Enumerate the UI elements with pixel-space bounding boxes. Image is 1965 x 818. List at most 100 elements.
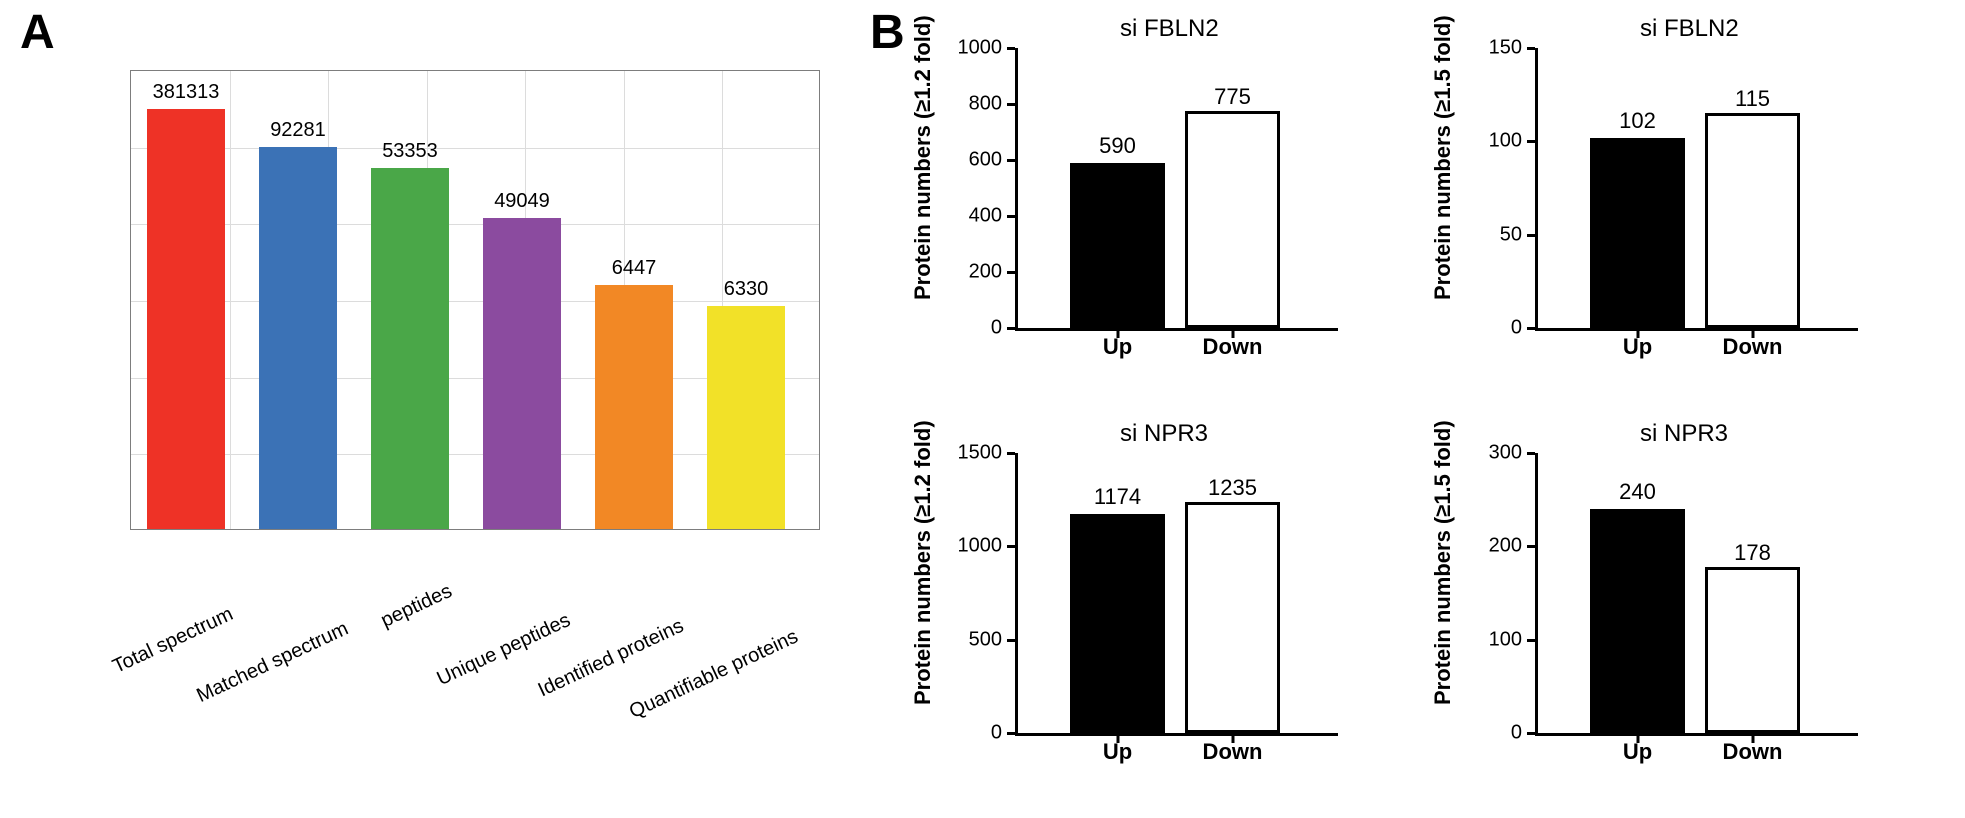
- y-tick: [1527, 452, 1535, 455]
- x-tick: [1636, 328, 1639, 338]
- y-tick-label: 400: [969, 205, 1002, 228]
- bar-value-label: 6330: [724, 278, 769, 301]
- y-tick: [1527, 732, 1535, 735]
- x-tick: [1751, 733, 1754, 743]
- bar-value-label: 1235: [1208, 475, 1257, 501]
- y-tick-label: 1500: [958, 442, 1003, 465]
- y-tick: [1007, 103, 1015, 106]
- y-tick-label: 200: [1489, 535, 1522, 558]
- bar-value-label: 590: [1099, 133, 1136, 159]
- y-tick: [1527, 234, 1535, 237]
- x-axis: [1535, 733, 1858, 736]
- bar-down: 178: [1705, 567, 1800, 733]
- bar-up: 590: [1070, 163, 1165, 328]
- y-tick: [1527, 545, 1535, 548]
- y-tick-label: 100: [1489, 130, 1522, 153]
- bar-value-label: 49049: [494, 190, 550, 213]
- y-tick-label: 600: [969, 149, 1002, 172]
- bar-matched-spectrum: 92281: [259, 147, 337, 529]
- chart-title: si FBLN2: [1120, 15, 1219, 43]
- chart-title: si NPR3: [1640, 420, 1728, 448]
- x-tick: [1636, 733, 1639, 743]
- y-tick: [1527, 47, 1535, 50]
- y-tick: [1007, 47, 1015, 50]
- y-tick: [1007, 639, 1015, 642]
- bar-value-label: 92281: [270, 119, 326, 142]
- plot-area: 0100200300240Up178Down: [1535, 453, 1855, 733]
- x-tick: [1116, 733, 1119, 743]
- x-tick: [1231, 733, 1234, 743]
- y-axis-label: Protein numbers (≥1.2 fold): [910, 420, 936, 705]
- y-axis-label: Protein numbers (≥1.5 fold): [1430, 420, 1456, 705]
- category-label: peptides: [378, 580, 456, 633]
- y-tick-label: 200: [969, 261, 1002, 284]
- y-tick: [1007, 545, 1015, 548]
- bar-value-label: 115: [1735, 86, 1770, 112]
- panel-b: si FBLN2Protein numbers (≥1.2 fold)02004…: [900, 10, 1950, 810]
- bar-value-label: 240: [1619, 479, 1656, 505]
- bar-value-label: 381313: [153, 81, 220, 104]
- x-axis: [1015, 733, 1338, 736]
- y-tick: [1527, 327, 1535, 330]
- bar-down: 775: [1185, 111, 1280, 328]
- small-chart-fbln2_12: si FBLN2Protein numbers (≥1.2 fold)02004…: [920, 10, 1380, 390]
- y-tick-label: 0: [1511, 722, 1522, 745]
- x-tick: [1751, 328, 1754, 338]
- y-tick-label: 50: [1500, 223, 1522, 246]
- bar-down: 115: [1705, 113, 1800, 328]
- y-tick: [1007, 271, 1015, 274]
- chart-title: si FBLN2: [1640, 15, 1739, 43]
- plot-area: 0500100015001174Up1235Down: [1015, 453, 1335, 733]
- category-label: Total spectrum: [109, 603, 237, 679]
- x-axis: [1535, 328, 1858, 331]
- y-tick-label: 500: [969, 628, 1002, 651]
- y-tick-label: 100: [1489, 628, 1522, 651]
- y-axis: [1015, 48, 1018, 328]
- bar-up: 240: [1590, 509, 1685, 733]
- y-axis: [1535, 48, 1538, 328]
- y-tick-label: 0: [991, 722, 1002, 745]
- bar-down: 1235: [1185, 502, 1280, 733]
- small-chart-npr3_12: si NPR3Protein numbers (≥1.2 fold)050010…: [920, 415, 1380, 795]
- bar-identified-proteins: 6447: [595, 285, 673, 529]
- y-axis-label: Protein numbers (≥1.2 fold): [910, 15, 936, 300]
- bar-value-label: 178: [1734, 540, 1771, 566]
- bar-value-label: 53353: [382, 140, 438, 163]
- y-tick: [1007, 732, 1015, 735]
- small-chart-npr3_15: si NPR3Protein numbers (≥1.5 fold)010020…: [1440, 415, 1900, 795]
- panel-a: 38131392281533534904964476330 Total spec…: [50, 30, 840, 580]
- bar-total-spectrum: 381313: [147, 109, 225, 529]
- small-chart-fbln2_15: si FBLN2Protein numbers (≥1.5 fold)05010…: [1440, 10, 1900, 390]
- y-tick: [1007, 327, 1015, 330]
- bar-up: 102: [1590, 138, 1685, 328]
- bar-value-label: 6447: [612, 257, 657, 280]
- y-axis: [1015, 453, 1018, 733]
- y-tick-label: 1000: [958, 535, 1003, 558]
- y-tick-label: 1000: [958, 37, 1003, 60]
- y-tick-label: 300: [1489, 442, 1522, 465]
- bar-unique-peptides: 49049: [483, 218, 561, 529]
- chart-title: si NPR3: [1120, 420, 1208, 448]
- plot-area: 050100150102Up115Down: [1535, 48, 1855, 328]
- bar-peptides: 53353: [371, 168, 449, 529]
- x-tick: [1231, 328, 1234, 338]
- plot-area: 02004006008001000590Up775Down: [1015, 48, 1335, 328]
- bar-value-label: 1174: [1094, 484, 1141, 510]
- y-axis-label: Protein numbers (≥1.5 fold): [1430, 15, 1456, 300]
- y-tick: [1527, 140, 1535, 143]
- bar-up: 1174: [1070, 514, 1165, 733]
- y-tick-label: 0: [991, 317, 1002, 340]
- y-axis: [1535, 453, 1538, 733]
- y-tick: [1007, 215, 1015, 218]
- y-tick: [1007, 159, 1015, 162]
- y-tick: [1007, 452, 1015, 455]
- y-tick-label: 800: [969, 93, 1002, 116]
- bar-quantifiable-proteins: 6330: [707, 306, 785, 529]
- y-tick: [1527, 639, 1535, 642]
- y-tick-label: 150: [1489, 37, 1522, 60]
- bar-value-label: 775: [1214, 84, 1251, 110]
- x-axis: [1015, 328, 1338, 331]
- bar-value-label: 102: [1619, 108, 1656, 134]
- chart-a-frame: 381313 92281 53353 49049 6447 6330: [130, 70, 820, 530]
- y-tick-label: 0: [1511, 317, 1522, 340]
